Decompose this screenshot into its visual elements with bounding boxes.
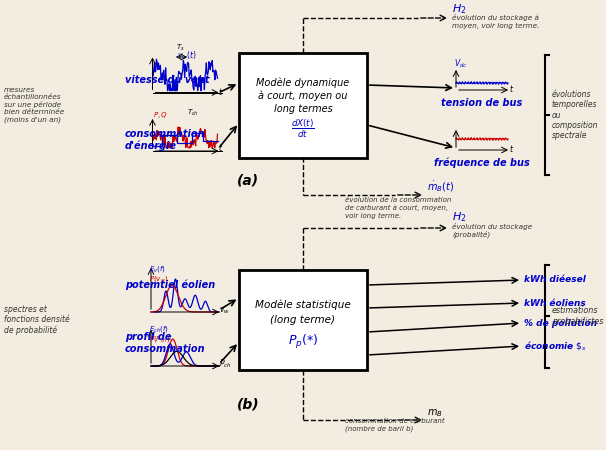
Text: évolution du stockage à: évolution du stockage à [452,14,539,21]
Text: $P(v_w)$: $P(v_w)$ [149,274,168,284]
Text: $P(P_{ch})$: $P(P_{ch})$ [149,333,170,343]
Text: Modèle statistique: Modèle statistique [255,300,351,310]
Text: mesures
échantillonnées
sur une période
bien déterminée
(moins d'un an): mesures échantillonnées sur une période … [4,87,64,123]
Text: $v_w$: $v_w$ [219,306,230,316]
Text: $\frac{dX(t)}{dt}$: $\frac{dX(t)}{dt}$ [291,118,315,140]
Text: à court, moyen ou: à court, moyen ou [258,91,348,101]
Text: moyen, voir long terme.: moyen, voir long terme. [452,23,539,29]
Text: $T_{ch}$: $T_{ch}$ [187,108,199,118]
Text: évolution de la consommation: évolution de la consommation [345,197,451,203]
Text: $t$: $t$ [218,86,223,97]
Text: voir long terme.: voir long terme. [345,213,401,219]
Text: économie $\$_s$: économie $\$_s$ [524,339,587,352]
Text: (long terme): (long terme) [270,315,336,325]
Text: $\dot{m}_B(t)$: $\dot{m}_B(t)$ [427,179,454,194]
Text: potemtiel éolien: potemtiel éolien [125,280,215,290]
Text: $P_{ch}$: $P_{ch}$ [219,357,231,369]
Text: tension de bus: tension de bus [441,98,522,108]
Text: $E_v(f)$: $E_v(f)$ [149,264,166,274]
Text: estimations
probabilistes: estimations probabilistes [552,306,604,326]
Text: évolutions
temporelles
ou
composition
spectrale: évolutions temporelles ou composition sp… [552,90,599,140]
Text: $P_p(*)$: $P_p(*)$ [288,333,318,351]
Text: consommation de carburant: consommation de carburant [345,418,445,424]
Text: consommation
d'énergie: consommation d'énergie [125,129,205,151]
Text: (nombre de baril b): (nombre de baril b) [345,426,413,432]
Text: $V_{dc}$: $V_{dc}$ [454,57,467,69]
Bar [239,270,367,370]
Text: (a): (a) [237,174,259,188]
Text: de carburant à court, moyen,: de carburant à court, moyen, [345,204,448,211]
Text: $m_B$: $m_B$ [427,407,443,419]
Text: kWh éoliens: kWh éoliens [524,298,586,307]
Text: $P,Q$: $P,Q$ [153,110,168,120]
Text: spectres et
fonctions densité
de probabilité: spectres et fonctions densité de probabi… [4,305,70,335]
Text: (probalité): (probalité) [452,231,490,238]
Text: % de pollution: % de pollution [524,319,597,328]
Text: Modèle dynamique: Modèle dynamique [256,78,350,88]
Text: $T_s$: $T_s$ [176,43,184,53]
Text: $t$: $t$ [218,142,223,153]
Bar [239,53,367,158]
Text: $E_{ch}(f)$: $E_{ch}(f)$ [149,324,169,333]
Text: $t$: $t$ [509,83,514,94]
Text: évolution du stockage: évolution du stockage [452,223,532,230]
Text: fréquence de bus: fréquence de bus [434,158,530,168]
Text: $v_w(t)$: $v_w(t)$ [177,50,196,63]
Text: (b): (b) [237,397,259,411]
Text: $H_2$: $H_2$ [452,2,467,16]
Text: $t$: $t$ [509,143,514,154]
Text: vitesse du vent: vitesse du vent [125,75,210,85]
Text: kWh diéesel: kWh diéesel [524,275,586,284]
Text: profil de
consommation: profil de consommation [125,332,205,354]
Text: $H_2$: $H_2$ [452,210,467,224]
Text: long termes: long termes [274,104,332,114]
